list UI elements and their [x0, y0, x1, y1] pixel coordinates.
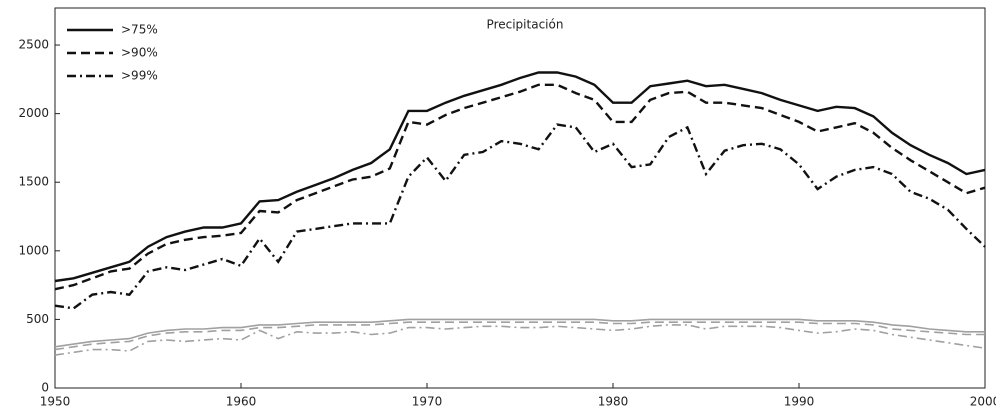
y-tick-label: 1000: [18, 243, 49, 257]
legend-label: >99%: [121, 69, 158, 83]
x-tick-label: 1960: [226, 395, 257, 409]
legend-label: >90%: [121, 46, 158, 60]
series-line: [54, 324, 986, 356]
chart-title: Precipitación: [487, 18, 564, 32]
plot-frame: [54, 7, 986, 389]
y-tick-label: 2500: [18, 38, 49, 52]
series-line: [54, 71, 986, 283]
y-tick-label: 0: [41, 381, 49, 395]
x-tick-label: 1990: [784, 395, 815, 409]
series-line: [54, 321, 985, 351]
y-tick-label: 1500: [18, 175, 49, 189]
x-tick-label: 2000: [970, 395, 996, 409]
x-tick-label: 1970: [412, 395, 443, 409]
x-tick-label: 1980: [598, 395, 629, 409]
y-tick-label: 2000: [18, 106, 49, 120]
series-line: [54, 123, 986, 310]
legend-label: >75%: [121, 23, 158, 37]
series-line: [54, 83, 986, 291]
y-tick-label: 500: [26, 312, 49, 326]
x-tick-label: 1950: [40, 395, 71, 409]
series-line: [54, 318, 985, 348]
